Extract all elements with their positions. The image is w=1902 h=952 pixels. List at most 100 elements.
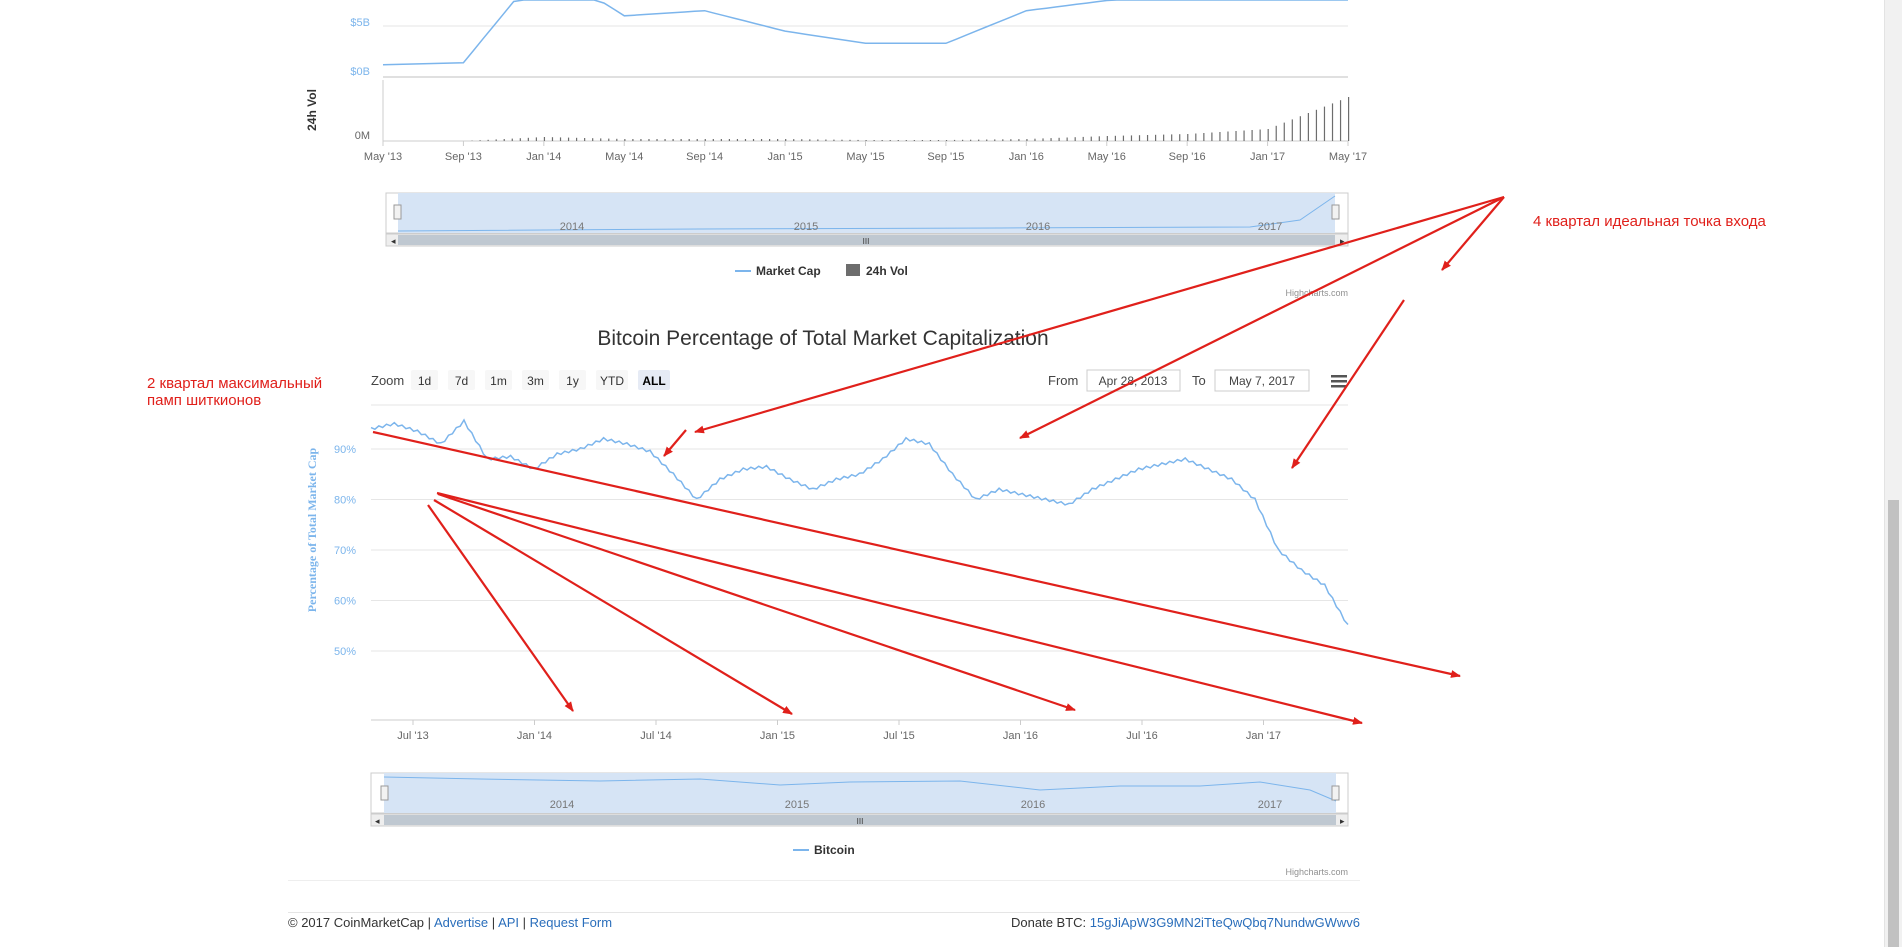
scrollbar-grip-icon: III (857, 817, 864, 826)
volume-bar (978, 140, 979, 141)
divider (288, 912, 1360, 913)
volume-bar (801, 139, 802, 141)
zoom-button-label: 3m (527, 374, 544, 388)
navigator-label: 2016 (1026, 221, 1050, 233)
legend-market-cap[interactable]: Market Cap (756, 264, 821, 278)
volume-bar (729, 139, 730, 141)
volume-bar (1243, 131, 1244, 142)
volume-bar (898, 140, 899, 141)
x-tick-label: Jul '15 (883, 730, 914, 742)
volume-bar (1211, 133, 1212, 142)
y-tick-label: 0M (355, 130, 370, 142)
volume-bar (1227, 132, 1228, 142)
volume-bar (488, 140, 489, 141)
zoom-button-label: 1y (566, 374, 579, 388)
annotation-arrow (373, 432, 1460, 676)
navigator-handle-right[interactable] (1332, 205, 1339, 219)
volume-bar (1268, 129, 1269, 141)
separator: | (523, 915, 526, 930)
volume-bar (480, 140, 481, 141)
y-tick-label: 80% (334, 495, 356, 507)
annotation-left-text: 2 квартал максимальный памп шиткионов (147, 375, 357, 409)
volume-bar (576, 138, 577, 141)
highcharts-credit[interactable]: Highcharts.com (1285, 867, 1348, 877)
volume-bar (769, 139, 770, 141)
y-tick-label: $0B (350, 66, 370, 78)
navigator-label: 2016 (1021, 799, 1045, 811)
volume-bar (544, 137, 545, 141)
navigator-handle-right[interactable] (1332, 786, 1339, 800)
gridlines (371, 405, 1348, 651)
volume-bar (874, 140, 875, 141)
copyright-text: © 2017 CoinMarketCap | (288, 915, 431, 930)
from-label: From (1048, 373, 1078, 388)
page-scrollbar-thumb[interactable] (1888, 500, 1899, 947)
x-tick-label: May '14 (605, 151, 643, 163)
volume-bar (1018, 139, 1019, 141)
y-tick-label: 70% (334, 545, 356, 557)
volume-bar (809, 139, 810, 141)
volume-bar (1034, 139, 1035, 141)
volume-bar (656, 139, 657, 141)
volume-bar (1083, 137, 1084, 141)
menu-bar (1331, 380, 1347, 383)
navigator-label: 2017 (1258, 221, 1282, 233)
volume-bar (1155, 135, 1156, 141)
volume-bar (512, 139, 513, 141)
volume-bar (1300, 116, 1301, 141)
legend-volume-symbol (846, 264, 860, 276)
volume-bar (520, 138, 521, 141)
y-tick-label: $5B (350, 17, 370, 29)
volume-bar (745, 139, 746, 141)
volume-bar (857, 140, 858, 141)
navigator-handle-left[interactable] (394, 205, 401, 219)
volume-bar (1067, 138, 1068, 142)
x-tick-label: Jan '17 (1246, 730, 1281, 742)
y-axis-ticks: 90%80%70%60%50% (334, 444, 356, 658)
volume-bar (1348, 97, 1349, 141)
request-form-link[interactable]: Request Form (530, 915, 612, 930)
to-label: To (1192, 373, 1206, 388)
volume-bar (528, 138, 529, 141)
volume-bar (882, 140, 883, 141)
scroll-left-icon[interactable]: ◂ (375, 816, 380, 826)
scroll-right-icon[interactable]: ▸ (1340, 816, 1345, 826)
donate-address-link[interactable]: 15gJiApW3G9MN2iTteQwQbq7NundwGWwv6 (1090, 915, 1360, 930)
page-scrollbar[interactable] (1884, 0, 1902, 947)
x-tick-label: May '13 (364, 151, 402, 163)
volume-bar (841, 140, 842, 141)
navigator-selection[interactable] (384, 773, 1336, 813)
volume-bar (632, 139, 633, 141)
advertise-link[interactable]: Advertise (434, 915, 488, 930)
volume-bar (697, 139, 698, 141)
volume-bar (689, 139, 690, 141)
volume-bar (496, 139, 497, 141)
x-tick-label: Sep '13 (445, 151, 482, 163)
scroll-left-icon[interactable]: ◂ (391, 236, 396, 246)
legend-bitcoin[interactable]: Bitcoin (814, 843, 855, 857)
volume-bar (906, 140, 907, 141)
volume-bar (1042, 138, 1043, 141)
chart-title: Bitcoin Percentage of Total Market Capit… (597, 327, 1048, 350)
volume-bar (785, 139, 786, 141)
api-link[interactable]: API (498, 915, 519, 930)
volume-bar (568, 138, 569, 141)
legend-24h-vol[interactable]: 24h Vol (866, 264, 908, 278)
volume-bar (1091, 137, 1092, 141)
volume-bar (552, 137, 553, 141)
footer: © 2017 CoinMarketCap | Advertise | API |… (288, 915, 1360, 930)
volume-bar (592, 138, 593, 141)
volume-bar (600, 138, 601, 141)
x-tick-label: Sep '15 (927, 151, 964, 163)
navigator-label: 2014 (560, 221, 584, 233)
volume-bar (1059, 138, 1060, 141)
navigator-handle-left[interactable] (381, 786, 388, 800)
export-menu-icon[interactable] (1329, 372, 1351, 392)
volume-bar (713, 139, 714, 141)
x-tick-label: Jan '15 (760, 730, 795, 742)
annotation-arrow (434, 500, 792, 714)
volume-bar (673, 139, 674, 141)
volume-bar (753, 139, 754, 141)
x-tick-label: Jan '15 (768, 151, 803, 163)
